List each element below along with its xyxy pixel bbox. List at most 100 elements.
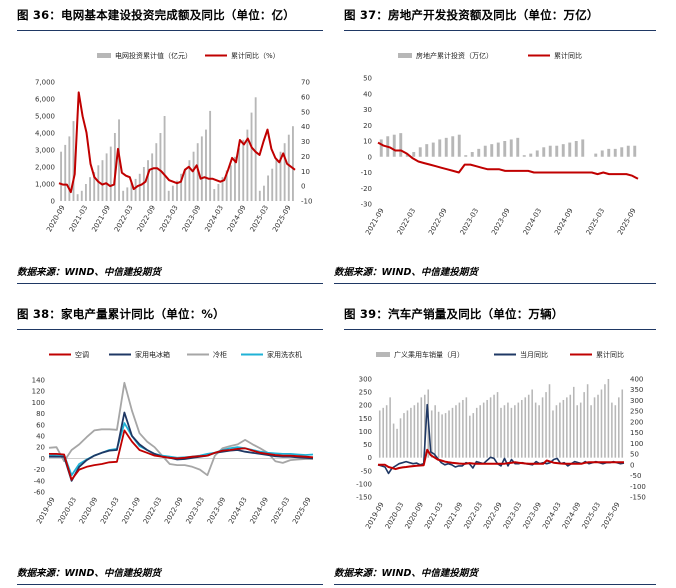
chart37-legend-bars-swatch bbox=[398, 53, 412, 58]
chart36-bar bbox=[238, 148, 241, 201]
chart39-yleft-tick: 100 bbox=[359, 428, 372, 436]
chart37-y-tick: 20 bbox=[363, 122, 372, 130]
chart37-bar bbox=[613, 148, 617, 157]
chart36-bar bbox=[209, 110, 212, 201]
chart39-yright-tick: 0 bbox=[630, 461, 634, 469]
chart39-bar bbox=[597, 394, 599, 458]
chart37-bar bbox=[568, 142, 572, 157]
chart36-bar bbox=[263, 185, 265, 201]
chart39-bar bbox=[586, 384, 589, 458]
chart37-bar bbox=[509, 139, 513, 157]
chart36-title: 图 36：电网基本建设投资完成额及同比（单位：亿） bbox=[17, 8, 296, 22]
chart39-bar bbox=[583, 392, 585, 458]
chart38-y-tick: 20 bbox=[36, 444, 45, 452]
chart39-bar bbox=[423, 394, 426, 458]
chart39-bar bbox=[572, 386, 575, 458]
chart39-bar bbox=[392, 423, 395, 458]
chart39-bar bbox=[441, 414, 443, 458]
chart39-bar bbox=[566, 397, 568, 458]
chart38-xtick: 2023-09 bbox=[206, 496, 228, 525]
chart36-bar bbox=[134, 178, 137, 201]
chart39-yleft-tick: 300 bbox=[359, 376, 372, 384]
chart39-xtick: 2022-09 bbox=[482, 501, 504, 530]
chart36-xtick: 2025-03 bbox=[249, 204, 271, 233]
chart38-series-空调 bbox=[49, 429, 314, 481]
chart36-bar bbox=[109, 146, 112, 201]
chart38-y-tick: 100 bbox=[32, 399, 45, 407]
chart36-yleft-tick: 5,000 bbox=[35, 113, 55, 121]
chart39-bar bbox=[517, 402, 520, 458]
chart36-bar bbox=[258, 190, 261, 201]
chart36-bar bbox=[188, 160, 191, 201]
chart39-bar bbox=[434, 405, 436, 458]
chart37-bar bbox=[483, 145, 487, 157]
chart37-bar bbox=[444, 137, 448, 157]
chart36-source: 数据来源：WIND、中信建投期货 bbox=[17, 267, 161, 278]
chart36-bar bbox=[171, 185, 174, 201]
chart39-yright-tick: 150 bbox=[630, 429, 643, 437]
chart39-line-cumulative bbox=[378, 448, 624, 471]
chart39-bar bbox=[590, 405, 592, 458]
chart36-bar bbox=[242, 139, 245, 201]
chart39-bar bbox=[430, 410, 433, 458]
chart39-bar bbox=[489, 397, 492, 458]
chart38-title: 图 38：家电产量累计同比（单位：%） bbox=[17, 307, 225, 321]
chart37-bar bbox=[529, 153, 533, 157]
chart36-bottom-rule bbox=[17, 283, 323, 284]
chart36-bar bbox=[205, 129, 207, 201]
chart36-xtick: 2023-03 bbox=[158, 204, 180, 233]
chart37-bar bbox=[633, 145, 637, 157]
chart39-yright-tick: 200 bbox=[630, 418, 643, 426]
chart38-xtick: 2021-09 bbox=[121, 496, 143, 525]
chart37-bar bbox=[425, 144, 429, 157]
chart36-bar bbox=[167, 190, 170, 201]
chart36-line-yoy bbox=[58, 91, 296, 194]
chart37-bar bbox=[457, 134, 461, 157]
chart36-bar bbox=[105, 153, 108, 201]
chart37-legend-bars-label: 房地产累计投资（万亿） bbox=[416, 51, 493, 60]
chart38-legend-2-label: 冷柜 bbox=[213, 350, 227, 359]
chart37-bar bbox=[399, 133, 403, 157]
chart39-xtick: 2020-09 bbox=[404, 501, 426, 530]
chart37-y-tick: -10 bbox=[361, 169, 372, 177]
chart39-bar bbox=[406, 410, 409, 458]
chart37-bar bbox=[496, 142, 500, 157]
chart37-xtick: 2023-09 bbox=[490, 207, 512, 236]
chart36-yleft-tick: 7,000 bbox=[35, 79, 55, 87]
chart39-bar bbox=[524, 397, 527, 458]
chart39-bar bbox=[493, 394, 495, 458]
chart36-bar bbox=[126, 187, 129, 201]
chart39-yleft-tick: 50 bbox=[363, 441, 372, 449]
chart39-yleft-tick: -50 bbox=[361, 467, 372, 475]
chart38-xtick: 2019-09 bbox=[35, 496, 57, 525]
chart39-yleft-tick: 0 bbox=[368, 454, 372, 462]
chart38-xtick: 2024-09 bbox=[249, 496, 271, 525]
chart39-bar bbox=[399, 418, 402, 458]
chart39-bar bbox=[389, 397, 391, 458]
chart39-yleft-tick: 200 bbox=[359, 402, 372, 410]
chart39-bar bbox=[455, 405, 457, 458]
chart39-yright-tick: -100 bbox=[630, 483, 646, 491]
chart39-yleft-tick: -100 bbox=[356, 480, 372, 488]
chart37-bar bbox=[392, 134, 396, 157]
chart37-bar bbox=[379, 139, 383, 157]
chart36-yright-tick: 40 bbox=[301, 123, 310, 131]
chart36-xtick: 2020-09 bbox=[45, 204, 67, 233]
chart39-bar bbox=[548, 384, 551, 458]
chart38-y-tick: 0 bbox=[41, 455, 45, 463]
chart37-xtick: 2024-03 bbox=[522, 207, 544, 236]
chart39-legend-bars-label: 广义乘用车销量（月） bbox=[394, 350, 464, 359]
chart36-xtick: 2021-03 bbox=[68, 204, 90, 233]
chart37-source: 数据来源：WIND、中信建投期货 bbox=[334, 267, 478, 278]
chart36-yright-tick: 50 bbox=[301, 108, 310, 116]
chart39-xtick: 2023-09 bbox=[522, 501, 544, 530]
chart38-y-tick: 80 bbox=[36, 410, 45, 418]
chart39-yright-tick: -50 bbox=[630, 472, 641, 480]
chart39-bar bbox=[482, 402, 485, 458]
chart37-y-tick: 0 bbox=[368, 153, 372, 161]
chart37-bar bbox=[503, 141, 507, 157]
chart39-bar bbox=[469, 415, 471, 458]
chart39-bar bbox=[600, 389, 603, 458]
chart36-legend-bars-label: 电网投资累计值（亿元） bbox=[115, 51, 192, 60]
chart36-bar bbox=[155, 143, 158, 201]
